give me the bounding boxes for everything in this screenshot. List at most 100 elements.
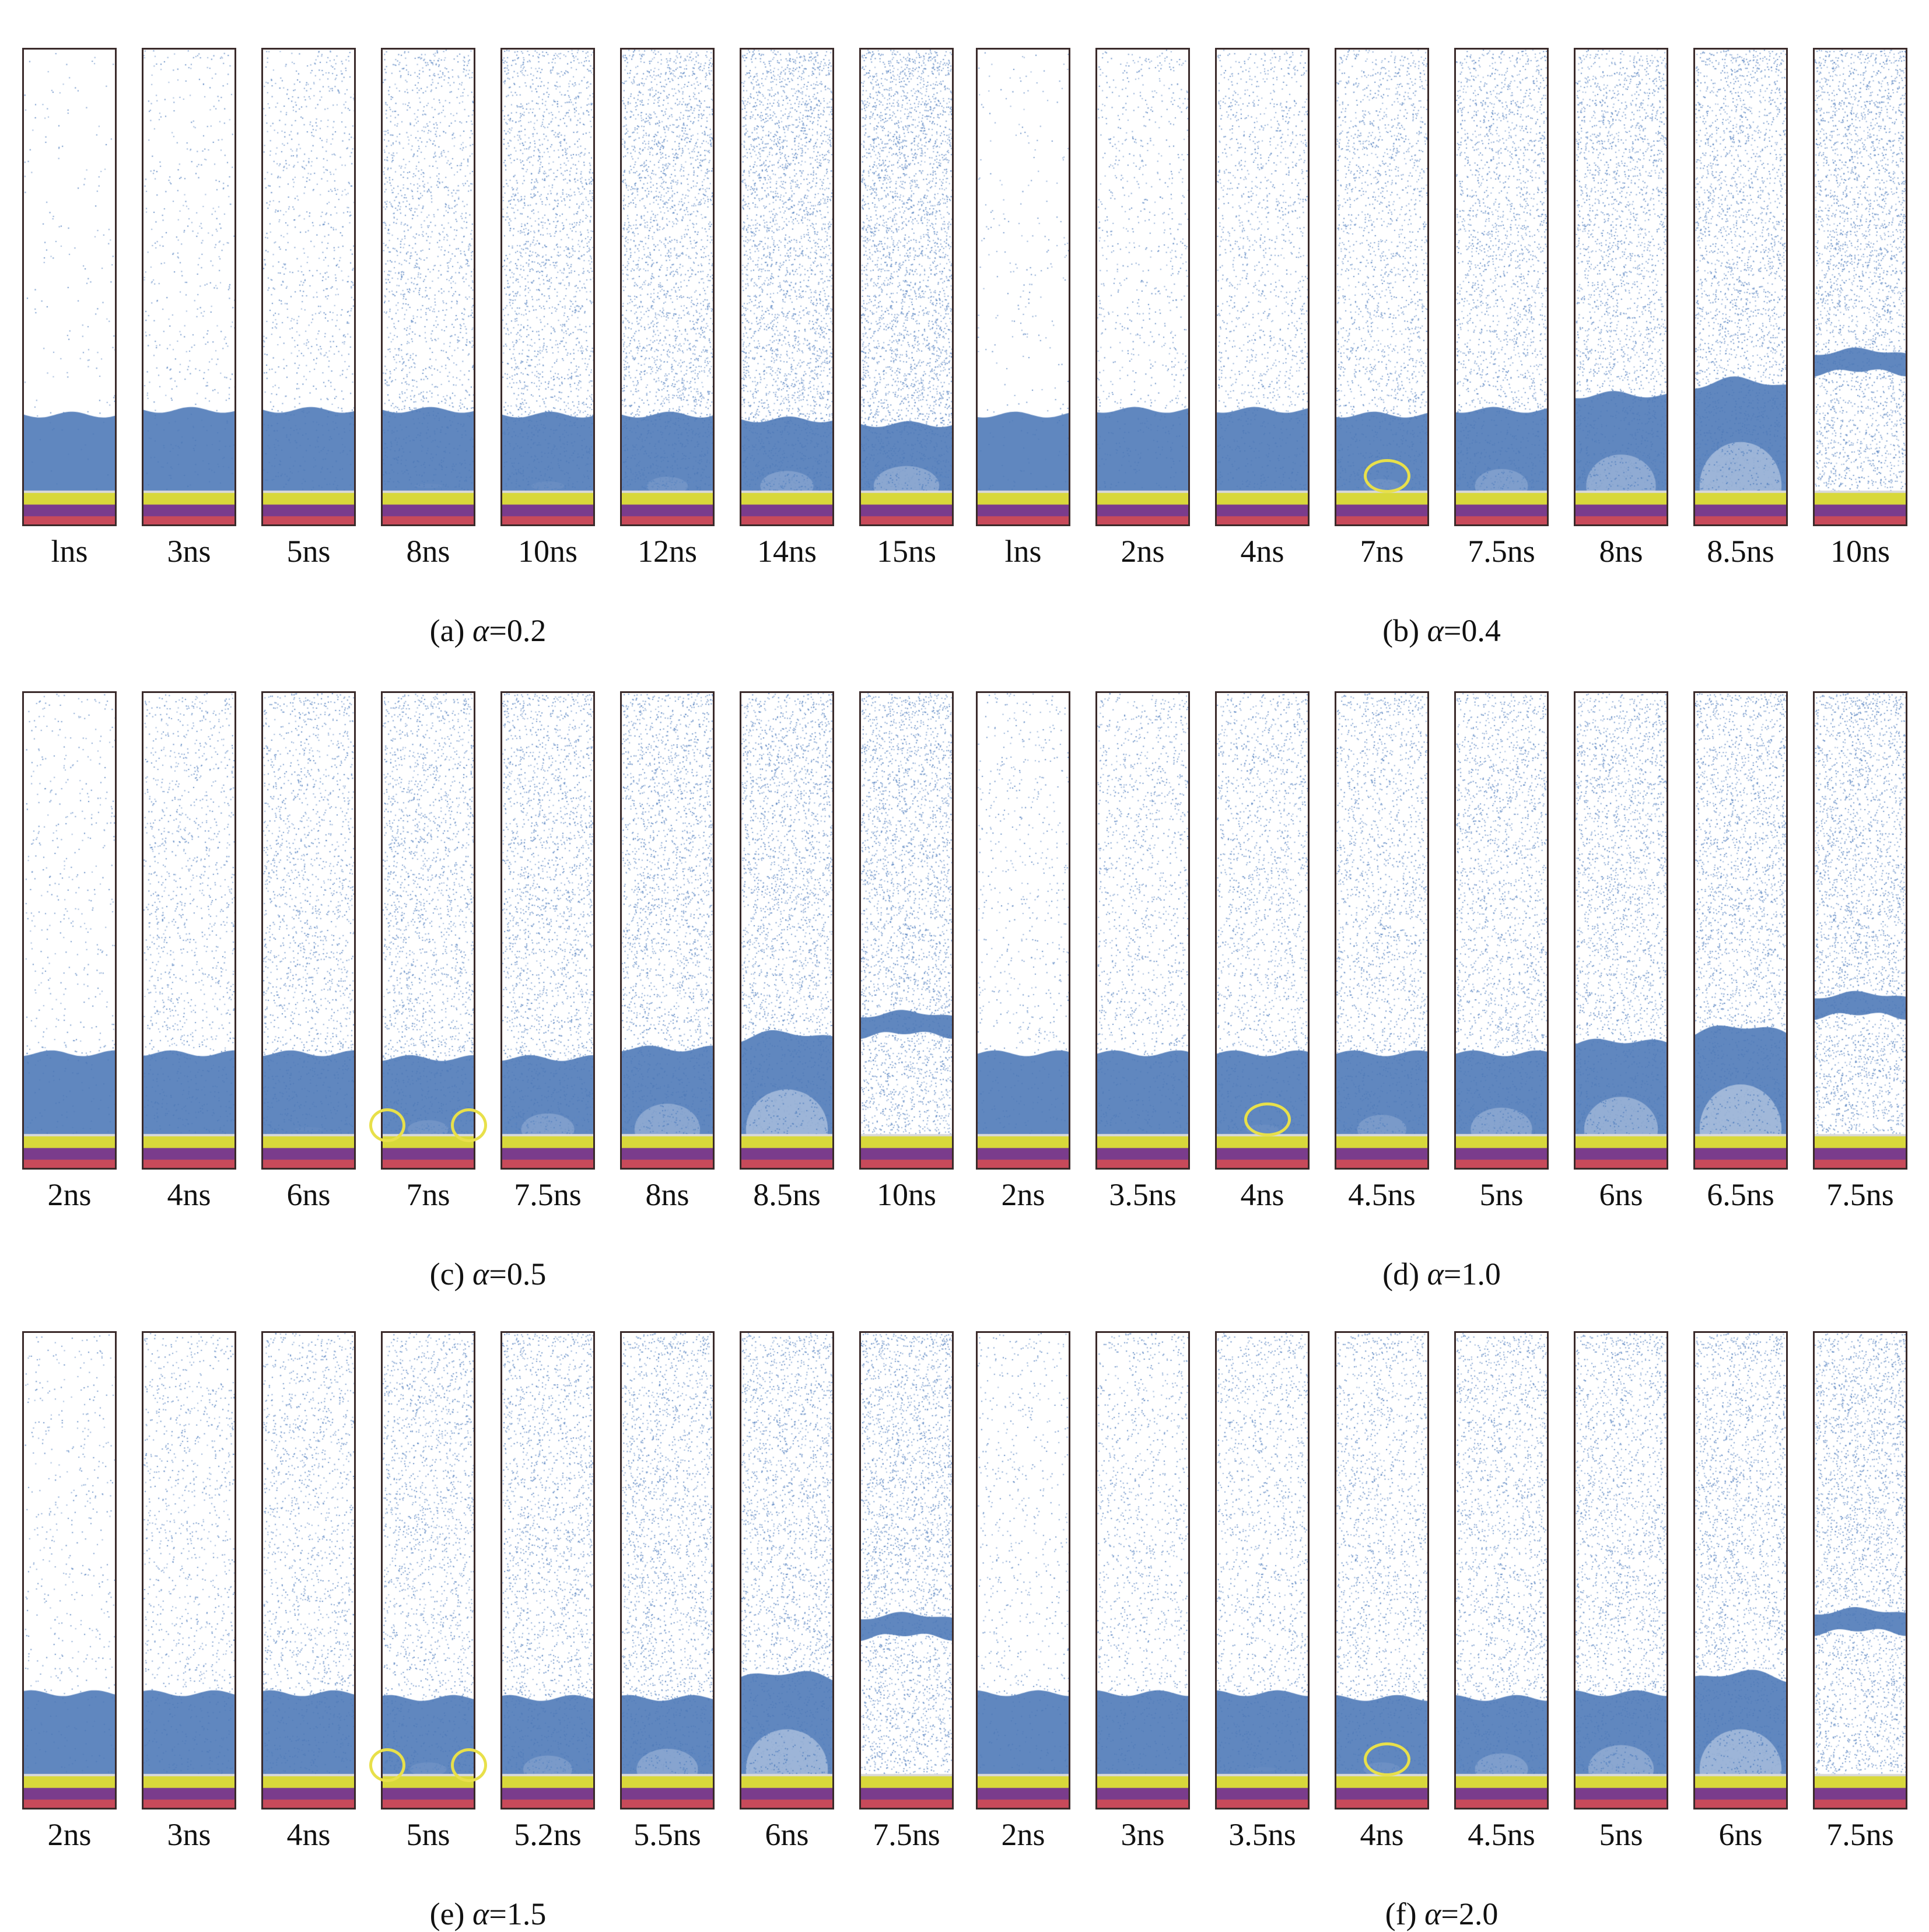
caption-prefix: (e) — [429, 1896, 473, 1931]
time-label: 6.5ns — [1707, 1177, 1774, 1212]
simulation-frame — [142, 691, 236, 1170]
simulation-frame — [1574, 48, 1668, 526]
caption-value: =0.4 — [1443, 613, 1501, 648]
particle-field — [383, 1333, 474, 1808]
particle-field — [24, 50, 115, 524]
time-label: 5.2ns — [514, 1817, 582, 1852]
particle-field — [1576, 1333, 1667, 1808]
time-label: 7.5ns — [1468, 534, 1535, 569]
caption-prefix: (f) — [1385, 1896, 1425, 1931]
time-label: 4ns — [1240, 534, 1284, 569]
time-label: 14ns — [757, 534, 817, 569]
simulation-frame — [1813, 1331, 1907, 1810]
simulation-frame — [1693, 1331, 1788, 1810]
highlight-circle — [1244, 1102, 1291, 1136]
time-label: lns — [51, 534, 88, 569]
simulation-frame — [261, 1331, 356, 1810]
simulation-frame — [1574, 691, 1668, 1170]
particle-field — [143, 693, 234, 1168]
time-label: 2ns — [1001, 1177, 1045, 1212]
caption-value: =1.0 — [1443, 1256, 1501, 1292]
simulation-frame — [261, 48, 356, 526]
particle-field — [1097, 50, 1188, 524]
time-label: lns — [1004, 534, 1042, 569]
time-label: 6ns — [286, 1177, 331, 1212]
time-label: 5ns — [286, 534, 331, 569]
simulation-frame — [1215, 1331, 1310, 1810]
simulation-frame — [142, 48, 236, 526]
simulation-frame — [500, 48, 595, 526]
caption-prefix: (a) — [429, 613, 473, 648]
particle-field — [24, 693, 115, 1168]
time-label: 3ns — [167, 1817, 211, 1852]
particle-field — [263, 1333, 354, 1808]
time-label: 7ns — [406, 1177, 450, 1212]
simulation-frame — [620, 691, 715, 1170]
group-caption: (a) α=0.2 — [284, 612, 692, 649]
particle-field — [1815, 1333, 1906, 1808]
caption-prefix: (b) — [1382, 613, 1427, 648]
particle-field — [263, 693, 354, 1168]
particle-field — [622, 1333, 713, 1808]
particle-field — [502, 50, 593, 524]
time-label: 12ns — [637, 534, 697, 569]
caption-symbol: α — [1427, 1256, 1444, 1292]
time-label: 3.5ns — [1109, 1177, 1177, 1212]
caption-value: =0.2 — [489, 613, 547, 648]
time-label: 8ns — [406, 534, 450, 569]
highlight-circle — [369, 1108, 405, 1142]
simulation-frame — [1813, 48, 1907, 526]
particle-field — [1097, 693, 1188, 1168]
particle-field — [1456, 1333, 1547, 1808]
particle-field — [978, 693, 1069, 1168]
highlight-circle — [1364, 1742, 1410, 1776]
simulation-frame — [620, 1331, 715, 1810]
simulation-frame — [1095, 691, 1190, 1170]
time-label: 8.5ns — [753, 1177, 821, 1212]
time-label: 7.5ns — [514, 1177, 582, 1212]
simulation-frame — [1095, 1331, 1190, 1810]
time-label: 4ns — [1240, 1177, 1284, 1212]
particle-field — [622, 693, 713, 1168]
particle-field — [1456, 693, 1547, 1168]
time-label: 5ns — [1599, 1817, 1643, 1852]
particle-field — [1217, 1333, 1308, 1808]
simulation-frame — [500, 691, 595, 1170]
time-label: 4ns — [286, 1817, 331, 1852]
time-label: 2ns — [47, 1817, 92, 1852]
time-label: 5ns — [1479, 1177, 1524, 1212]
particle-field — [1576, 693, 1667, 1168]
simulation-frame — [1454, 48, 1549, 526]
particle-field — [1815, 693, 1906, 1168]
time-label: 7.5ns — [1826, 1817, 1894, 1852]
particle-field — [1456, 50, 1547, 524]
particle-field — [741, 693, 832, 1168]
group-caption: (b) α=0.4 — [1238, 612, 1646, 649]
caption-prefix: (c) — [429, 1256, 473, 1292]
simulation-frame — [976, 691, 1070, 1170]
caption-symbol: α — [472, 613, 489, 648]
simulation-frame — [142, 1331, 236, 1810]
caption-value: =2.0 — [1441, 1896, 1499, 1931]
time-label: 8ns — [1599, 534, 1643, 569]
simulation-frame — [740, 48, 834, 526]
particle-field — [741, 1333, 832, 1808]
highlight-circle — [1364, 459, 1410, 493]
time-label: 6ns — [1599, 1177, 1643, 1212]
time-label: 7.5ns — [873, 1817, 940, 1852]
simulation-frame — [381, 48, 475, 526]
time-label: 4.5ns — [1468, 1817, 1535, 1852]
particle-field — [143, 50, 234, 524]
simulation-frame — [1454, 1331, 1549, 1810]
particle-field — [143, 1333, 234, 1808]
particle-field — [24, 1333, 115, 1808]
time-label: 5ns — [406, 1817, 450, 1852]
time-label: 4.5ns — [1348, 1177, 1416, 1212]
particle-field — [1097, 1333, 1188, 1808]
time-label: 6ns — [1718, 1817, 1763, 1852]
particle-field — [861, 693, 952, 1168]
simulation-frame — [1215, 691, 1310, 1170]
simulation-frame — [1813, 691, 1907, 1170]
caption-symbol: α — [472, 1896, 489, 1931]
particle-field — [1695, 1333, 1786, 1808]
